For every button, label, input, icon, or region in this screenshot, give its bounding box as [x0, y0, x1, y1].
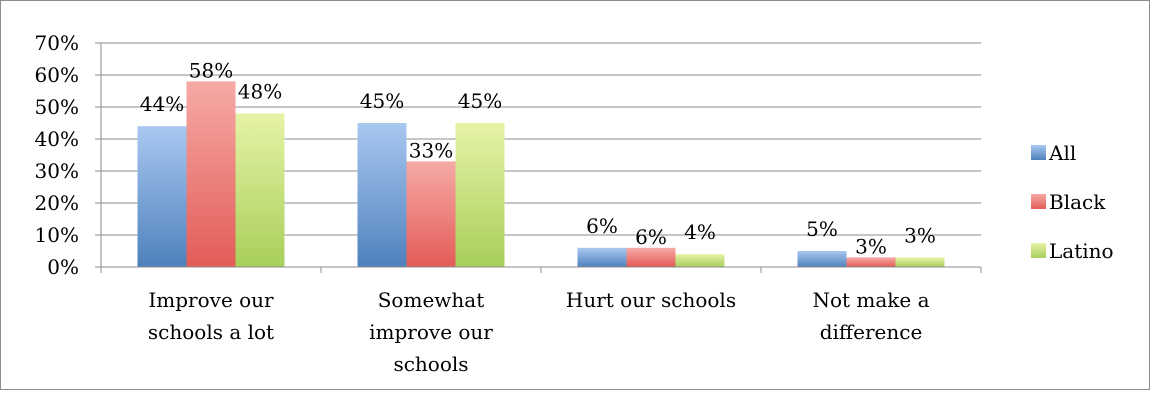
legend-swatch-black — [1031, 194, 1046, 209]
bar-all — [577, 247, 627, 267]
data-label: 3% — [904, 223, 936, 247]
y-tick-label: 40% — [35, 127, 79, 151]
y-tick-label: 50% — [35, 95, 79, 119]
bar-all — [357, 123, 407, 267]
bar-latino — [675, 254, 725, 267]
legend-label-black: Black — [1049, 190, 1106, 214]
data-label: 44% — [140, 92, 184, 116]
data-label: 4% — [684, 220, 716, 244]
y-tick-label: 10% — [35, 223, 79, 247]
data-label: 45% — [360, 89, 404, 113]
y-tick-label: 20% — [35, 191, 79, 215]
data-label: 58% — [189, 58, 233, 82]
x-axis: Improve our schools a lot Somewhat improve … — [100, 266, 982, 376]
y-tick-label: 0% — [47, 255, 79, 279]
y-tick-label: 60% — [35, 63, 79, 87]
y-tick-label: 70% — [35, 31, 79, 55]
bar-latino — [235, 113, 285, 268]
legend-label-latino: Latino — [1049, 239, 1114, 263]
data-label: 5% — [806, 217, 838, 241]
x-tick-label: Improve our schools a lot — [148, 288, 274, 344]
bar-all — [137, 126, 187, 267]
x-tick-label: Somewhat improve our schools — [369, 288, 493, 376]
legend-label-all: All — [1048, 141, 1076, 165]
y-axis: 0% 10% 20% 30% 40% 50% 60% 70% — [35, 31, 102, 279]
bar-black — [626, 247, 676, 267]
data-label: 3% — [855, 234, 887, 258]
bar-all — [797, 251, 847, 267]
y-tick-label: 30% — [35, 159, 79, 183]
legend: All Black Latino — [1031, 141, 1114, 263]
data-label: 6% — [586, 214, 618, 238]
bar-black — [846, 257, 896, 267]
bar-latino — [895, 257, 945, 267]
data-label: 45% — [458, 89, 502, 113]
bar-latino — [455, 123, 505, 267]
x-tick-label: Not make a difference — [812, 288, 929, 344]
legend-swatch-all — [1031, 145, 1046, 160]
legend-swatch-latino — [1031, 243, 1046, 258]
data-labels: 44%58%48% 45% 33% 45% 6% 6% 4% 5% 3% 3% — [140, 58, 936, 258]
bars — [137, 81, 945, 268]
x-tick-label: Hurt our schools — [566, 288, 736, 312]
bar-black — [186, 81, 236, 268]
data-label: 48% — [238, 79, 282, 103]
bar-black — [406, 161, 456, 267]
data-label: 33% — [409, 138, 453, 162]
data-label: 6% — [635, 225, 667, 249]
